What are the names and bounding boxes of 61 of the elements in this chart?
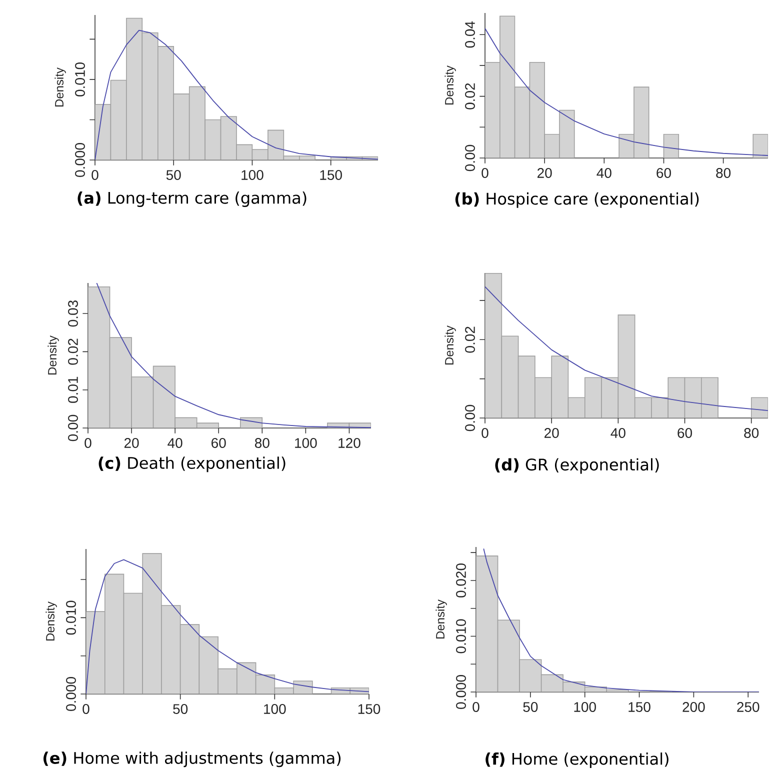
y-tick-label: 0.020 bbox=[456, 564, 466, 598]
x-tick-label: 200 bbox=[682, 702, 705, 712]
x-tick-label: 40 bbox=[596, 168, 612, 178]
y-axis-title: Density bbox=[436, 600, 447, 639]
y-axis-title: Density bbox=[54, 68, 66, 107]
x-tick-label: 20 bbox=[544, 428, 559, 438]
y-tick-label: 0.010 bbox=[456, 619, 466, 654]
x-tick-label: 20 bbox=[538, 168, 552, 178]
x-tick-label: 80 bbox=[254, 438, 270, 448]
y-tick-label: 0.02 bbox=[465, 326, 475, 353]
y-tick-label: 0.00 bbox=[465, 144, 475, 172]
x-tick-label: 100 bbox=[574, 702, 596, 712]
x-tick-label: 20 bbox=[124, 438, 139, 448]
x-tick-label: 100 bbox=[242, 170, 264, 180]
y-tick-label: 0.03 bbox=[68, 300, 78, 327]
y-tick-label: 0.01 bbox=[68, 376, 78, 403]
text: (f) Home (exponential) bbox=[486, 752, 668, 768]
x-tick-label: 120 bbox=[338, 438, 360, 448]
text: (a) Long-term care (gamma) bbox=[78, 192, 306, 207]
x-tick-label: 50 bbox=[166, 170, 181, 180]
text: (d) GR (exponential) bbox=[495, 458, 659, 474]
x-tick-label: 100 bbox=[264, 704, 286, 714]
y-tick-label: 0.00 bbox=[68, 414, 78, 442]
y-tick-label: 0.02 bbox=[465, 83, 475, 110]
y-tick-label: 0.010 bbox=[66, 600, 76, 635]
y-tick-label: 0.000 bbox=[456, 675, 466, 709]
x-tick-label: 60 bbox=[212, 438, 226, 448]
y-tick-label: 0.02 bbox=[68, 338, 78, 365]
line-series bbox=[96, 283, 372, 428]
x-tick-label: 0 bbox=[82, 704, 90, 714]
x-tick-label: 80 bbox=[716, 168, 731, 178]
x-tick-label: 80 bbox=[744, 428, 759, 438]
y-axis-title: Density bbox=[48, 336, 59, 375]
y-axis-title: Density bbox=[444, 66, 456, 105]
y-tick-label: 0.010 bbox=[75, 62, 85, 96]
text: (c) Death (exponential) bbox=[98, 456, 286, 472]
x-tick-label: 50 bbox=[523, 702, 538, 712]
x-tick-label: 50 bbox=[173, 704, 188, 714]
x-tick-label: 150 bbox=[320, 170, 342, 180]
x-tick-label: 150 bbox=[628, 702, 650, 712]
x-tick-label: 60 bbox=[656, 168, 671, 178]
x-tick-label: 0 bbox=[482, 428, 488, 438]
x-tick-label: 100 bbox=[295, 438, 317, 448]
text: (e) Home with adjustments (gamma) bbox=[43, 752, 341, 768]
y-tick-label: 0.00 bbox=[465, 404, 475, 432]
x-tick-label: 150 bbox=[358, 704, 380, 714]
x-tick-label: 0 bbox=[472, 702, 480, 712]
y-axis-title: Density bbox=[46, 602, 57, 641]
x-tick-label: 0 bbox=[482, 168, 488, 178]
y-tick-label: 0.000 bbox=[75, 143, 85, 177]
line-series bbox=[483, 548, 759, 692]
x-tick-label: 0 bbox=[92, 170, 98, 180]
x-tick-label: 40 bbox=[610, 428, 626, 438]
y-axis-title: Density bbox=[444, 326, 456, 365]
x-tick-label: 250 bbox=[737, 702, 760, 712]
y-tick-label: 0.04 bbox=[465, 21, 475, 48]
x-tick-label: 0 bbox=[84, 438, 92, 448]
x-tick-label: 40 bbox=[168, 438, 182, 448]
y-tick-label: 0.000 bbox=[66, 677, 76, 711]
text: (b) Hospice care (exponential) bbox=[455, 192, 699, 208]
x-tick-label: 60 bbox=[678, 428, 692, 438]
